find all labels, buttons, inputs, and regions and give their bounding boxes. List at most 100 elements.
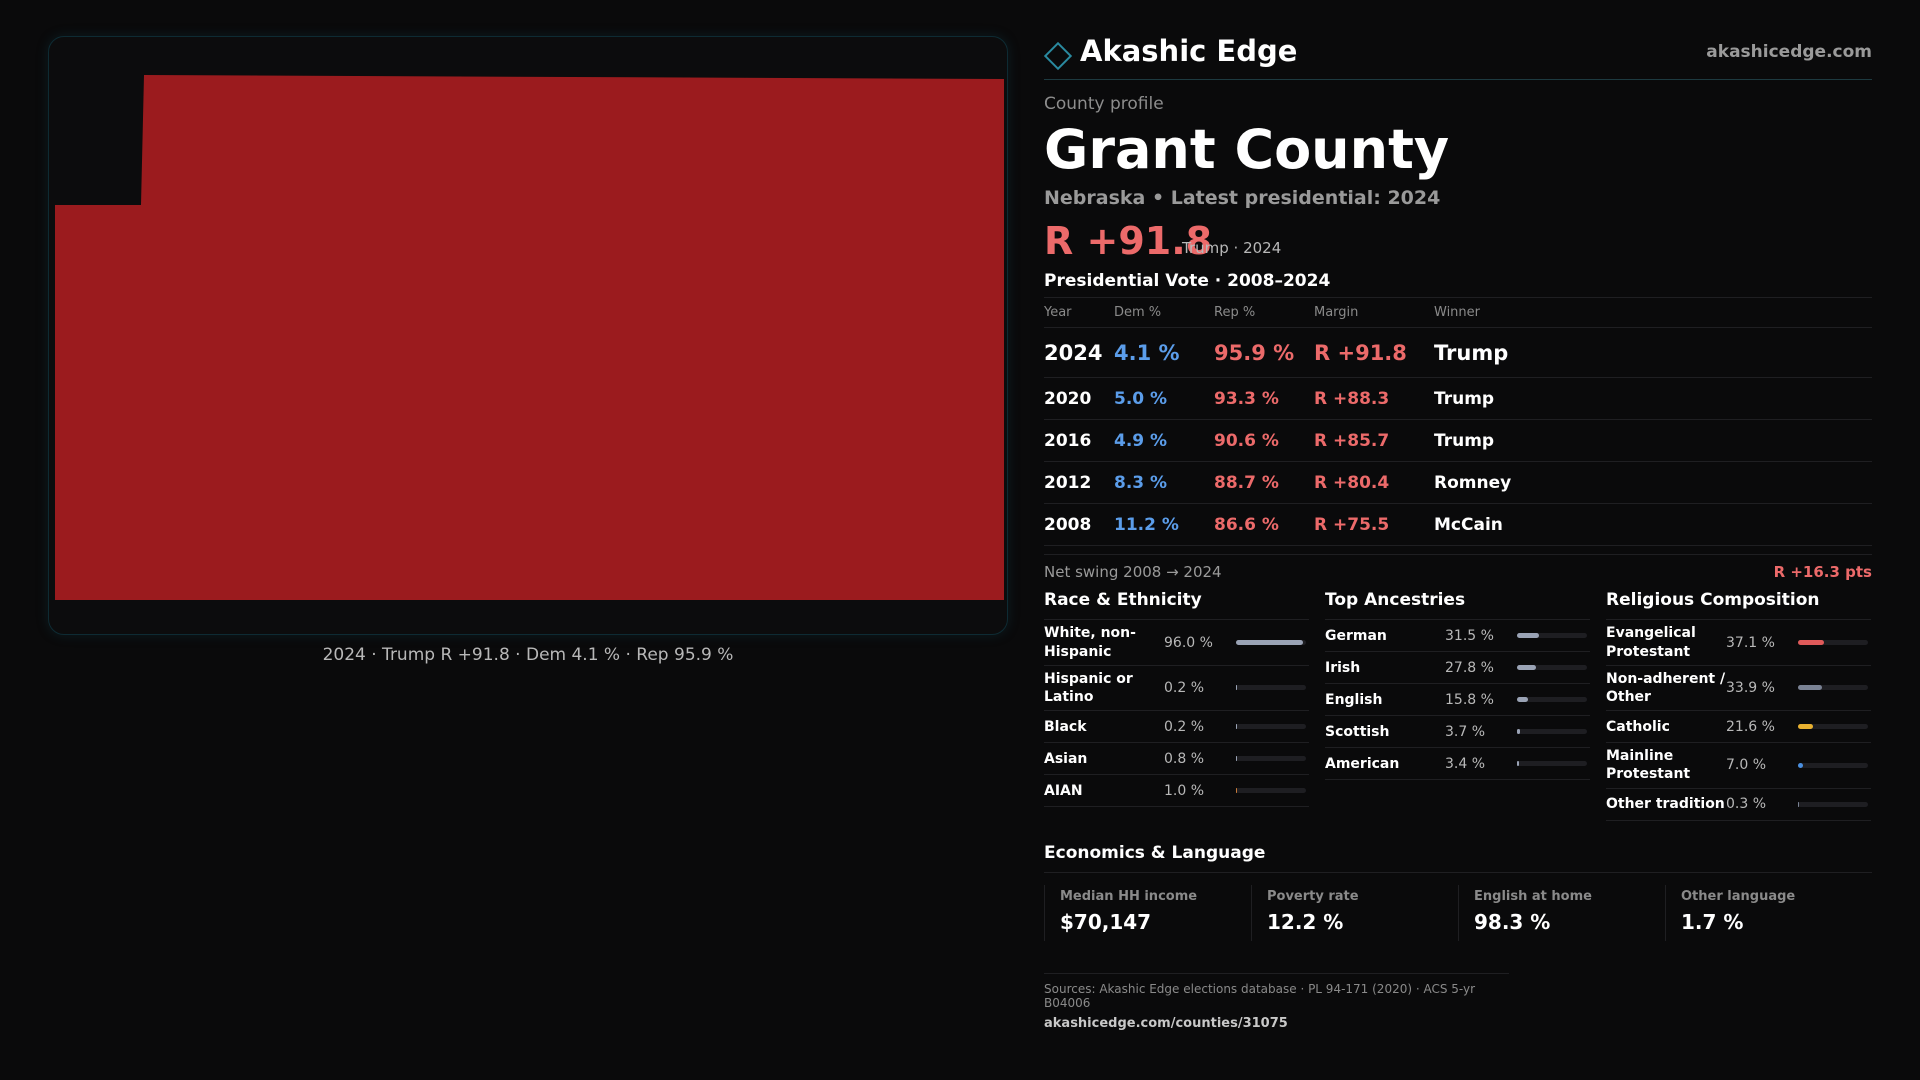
county-shape[interactable]	[55, 75, 1004, 600]
diamond-logo-icon	[1043, 41, 1073, 71]
share-bar-fill	[1798, 724, 1814, 730]
share-bar	[1236, 788, 1306, 794]
share-bar-fill	[1517, 697, 1529, 703]
demo-value: 96.0 %	[1164, 634, 1213, 651]
list-item: Mainline Protestant 7.0 %	[1606, 743, 1871, 789]
table-row: 2016 4.9 % 90.6 % R +85.7 Trump	[1044, 419, 1872, 463]
demo-value: 33.9 %	[1726, 679, 1775, 696]
share-bar	[1517, 665, 1587, 671]
cell-dem: 4.9 %	[1114, 419, 1214, 463]
share-bar-fill	[1798, 801, 1800, 807]
cell-winner: Trump	[1434, 327, 1872, 379]
swing-label: Net swing 2008 → 2024	[1044, 563, 1222, 582]
demo-label: Irish	[1325, 659, 1361, 676]
headline-result: R +91.8 Trump · 2024	[1044, 219, 1872, 263]
cell-rep: 90.6 %	[1214, 419, 1314, 463]
cell-year: 2008	[1044, 503, 1114, 547]
demo-label: Mainline Protestant	[1606, 748, 1691, 783]
demo-value: 31.5 %	[1445, 627, 1494, 644]
share-bar	[1517, 729, 1587, 735]
share-bar	[1236, 685, 1306, 691]
demo-value: 0.2 %	[1164, 718, 1205, 735]
cell-margin: R +91.8	[1314, 327, 1434, 379]
demo-label: Other tradition	[1606, 795, 1725, 812]
stat-label: Median HH income	[1060, 888, 1198, 904]
stat-median-income: Median HH income $70,147	[1044, 884, 1251, 941]
demo-value: 0.8 %	[1164, 750, 1205, 767]
cell-year: 2012	[1044, 461, 1114, 505]
cell-rep: 86.6 %	[1214, 503, 1314, 547]
economics-title: Economics & Language	[1044, 843, 1872, 873]
sources-link[interactable]: akashicedge.com/counties/31075	[1044, 1015, 1288, 1031]
cell-dem: 8.3 %	[1114, 461, 1214, 505]
demo-value: 0.2 %	[1164, 679, 1205, 696]
headline-sub: Trump · 2024	[1182, 239, 1282, 258]
list-item: English 15.8 %	[1325, 684, 1590, 717]
page-title: Grant County	[1044, 118, 1450, 181]
state-line: Nebraska • Latest presidential: 2024	[1044, 187, 1441, 210]
demo-label: German	[1325, 627, 1387, 644]
net-swing: Net swing 2008 → 2024 R +16.3 pts	[1044, 554, 1872, 584]
stat-label: Other language	[1681, 888, 1796, 904]
share-bar	[1798, 762, 1868, 768]
demo-value: 7.0 %	[1726, 757, 1767, 774]
table-row: 2020 5.0 % 93.3 % R +88.3 Trump	[1044, 377, 1872, 421]
share-bar-fill	[1236, 685, 1238, 691]
share-bar-fill	[1236, 788, 1238, 794]
demo-value: 21.6 %	[1726, 718, 1775, 735]
swing-value: R +16.3 pts	[1773, 563, 1872, 582]
share-bar	[1798, 801, 1868, 807]
ancestry-title: Top Ancestries	[1325, 590, 1590, 621]
table-row: 2008 11.2 % 86.6 % R +75.5 McCain	[1044, 503, 1872, 547]
demo-value: 1.0 %	[1164, 782, 1205, 799]
vote-table: Year Dem % Rep % Margin Winner 2024 4.1 …	[1044, 297, 1872, 547]
religion-section: Religious Composition Evangelical Protes…	[1606, 590, 1871, 821]
share-bar	[1236, 724, 1306, 730]
header-rep: Rep %	[1214, 297, 1314, 329]
stat-label: Poverty rate	[1267, 888, 1359, 904]
list-item: German 31.5 %	[1325, 620, 1590, 653]
share-bar-fill	[1517, 633, 1540, 639]
demo-value: 3.7 %	[1445, 723, 1486, 740]
vote-section-title: Presidential Vote · 2008–2024	[1044, 271, 1331, 292]
demo-label: AIAN	[1044, 782, 1083, 799]
share-bar	[1236, 640, 1306, 646]
demo-label: American	[1325, 755, 1400, 772]
list-item: Black 0.2 %	[1044, 711, 1309, 744]
stat-english-at-home: English at home 98.3 %	[1458, 884, 1665, 941]
cell-winner: Romney	[1434, 461, 1872, 505]
county-map-svg	[55, 75, 1004, 600]
demo-label: Scottish	[1325, 723, 1390, 740]
share-bar	[1517, 761, 1587, 767]
list-item: Non-adherent / Other 33.9 %	[1606, 666, 1871, 712]
share-bar-fill	[1798, 640, 1824, 646]
demo-label: Non-adherent / Other	[1606, 670, 1726, 705]
header-margin: Margin	[1314, 297, 1434, 329]
share-bar-fill	[1517, 665, 1537, 671]
share-bar-fill	[1517, 729, 1520, 735]
cell-margin: R +75.5	[1314, 503, 1434, 547]
list-item: Scottish 3.7 %	[1325, 716, 1590, 749]
demo-label: Evangelical Protestant	[1606, 625, 1696, 660]
demo-value: 15.8 %	[1445, 691, 1494, 708]
list-item: American 3.4 %	[1325, 748, 1590, 781]
share-bar-fill	[1798, 685, 1822, 691]
stat-value: 12.2 %	[1267, 909, 1344, 934]
share-bar	[1517, 633, 1587, 639]
list-item: Catholic 21.6 %	[1606, 711, 1871, 744]
share-bar-fill	[1236, 756, 1238, 762]
demo-label: Asian	[1044, 750, 1088, 767]
brand-url-link[interactable]: akashicedge.com	[1706, 42, 1872, 62]
cell-margin: R +88.3	[1314, 377, 1434, 421]
demo-label: Black	[1044, 718, 1087, 735]
brand-header: Akashic Edge akashicedge.com	[1043, 30, 1872, 80]
demo-value: 0.3 %	[1726, 796, 1767, 813]
header-winner: Winner	[1434, 297, 1872, 329]
cell-winner: Trump	[1434, 377, 1872, 421]
stat-value: 1.7 %	[1681, 909, 1744, 934]
county-map[interactable]	[48, 36, 1008, 635]
cell-margin: R +85.7	[1314, 419, 1434, 463]
cell-rep: 88.7 %	[1214, 461, 1314, 505]
header-year: Year	[1044, 297, 1114, 329]
demo-value: 3.4 %	[1445, 755, 1486, 772]
